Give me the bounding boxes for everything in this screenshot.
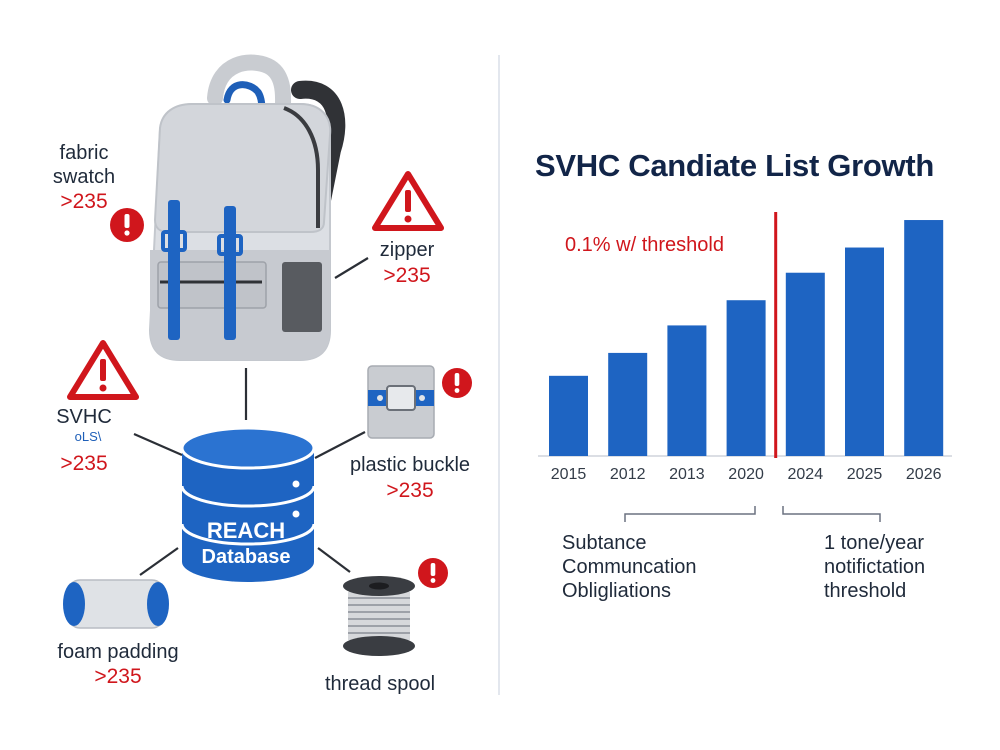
alert-icon-fabric [110, 208, 144, 242]
bar-2013 [667, 325, 707, 456]
warning-icon-svhc [67, 340, 139, 400]
value-svhc: >235 [60, 452, 108, 475]
value-foam-padding: >235 [94, 665, 142, 688]
chart-bars [549, 220, 944, 456]
x-tick-2025: 2025 [846, 466, 883, 483]
x-tick-2020: 2020 [728, 466, 764, 483]
bar-2024 [785, 272, 825, 456]
bar-2025 [845, 247, 884, 456]
label-fabric-swatch: fabric swatch [34, 141, 134, 189]
annotation-right-line2: notifictation [824, 556, 926, 578]
connector-foam [139, 547, 179, 576]
value-fabric-swatch: >235 [60, 190, 108, 213]
connector-zipper [334, 257, 369, 279]
bar-2020 [726, 300, 766, 456]
x-tick-2013: 2013 [669, 466, 705, 483]
bar-2015 [549, 375, 588, 456]
bar-2012 [608, 352, 648, 456]
x-tick-2024: 2024 [787, 466, 824, 483]
database-label-line1: REACH [207, 518, 285, 543]
annotation-left-line1: Subtance [562, 532, 647, 554]
bracket-right [782, 506, 881, 522]
annotation-left: Subtance Communcation Obligliations [562, 531, 697, 603]
bar-2026 [904, 220, 944, 456]
foam-padding-icon [63, 579, 169, 629]
annotation-right: 1 tone/year notifictation threshold [824, 531, 925, 603]
annotation-left-line3: Obligliations [562, 580, 671, 602]
connector-lines [133, 257, 369, 576]
reach-database-icon [180, 426, 316, 582]
alert-icon-thread [418, 558, 448, 588]
backpack-icon [148, 54, 346, 361]
label-fabric-line2: swatch [52, 166, 116, 188]
annotation-right-line3: threshold [824, 580, 907, 602]
label-fabric-line1: fabric [59, 142, 109, 164]
label-plastic-buckle: plastic buckle [349, 454, 471, 476]
thread-spool-icon [343, 576, 415, 656]
label-foam-padding: foam padding [57, 641, 179, 663]
threshold-label: 0.1% w/ threshold [565, 234, 724, 256]
diagram-graphics: REACH Database [63, 54, 472, 656]
alert-icon-buckle [442, 368, 472, 398]
value-plastic-buckle: >235 [386, 479, 434, 502]
bracket-left [624, 506, 756, 522]
label-zipper: zipper [379, 239, 435, 261]
connector-buckle [314, 431, 366, 459]
plastic-buckle-icon [367, 365, 435, 439]
panel-divider [498, 55, 500, 695]
value-zipper: >235 [383, 264, 431, 287]
label-thread-spool: thread spool [324, 673, 436, 695]
x-tick-2026: 2026 [905, 466, 942, 483]
label-svhc: SVHC [56, 406, 112, 428]
connector-svhc [133, 432, 183, 457]
chart-title: SVHC Candiate List Growth [535, 148, 934, 183]
connector-thread [317, 547, 351, 573]
warning-icon-zipper [372, 171, 444, 231]
database-label-line2: Database [202, 546, 291, 568]
annotation-right-line1: 1 tone/year [824, 532, 925, 554]
annotation-left-line2: Communcation [562, 556, 697, 578]
x-tick-2012: 2012 [609, 466, 646, 483]
x-tick-2015: 2015 [550, 466, 587, 483]
sublabel-svhc: οLS\ [74, 429, 102, 444]
